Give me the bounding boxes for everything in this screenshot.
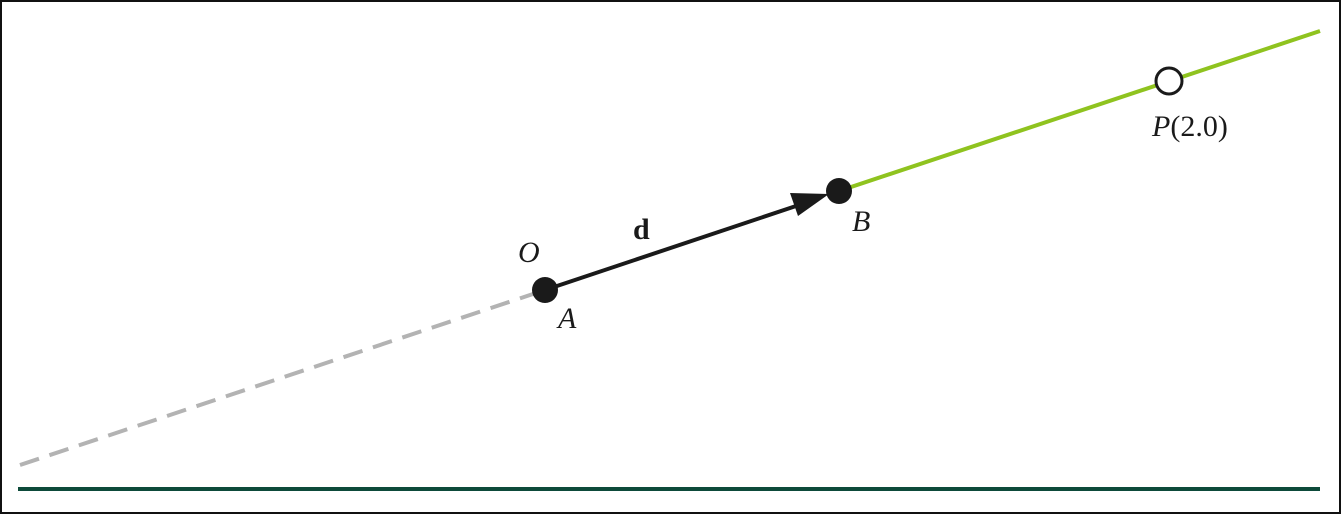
forward-ray [838, 29, 1321, 193]
label-point-p-name: P [1151, 110, 1170, 143]
point-b [826, 178, 852, 204]
backward-ray [19, 288, 546, 467]
label-point-p: P(2.0) [1151, 110, 1228, 143]
label-point-b: B [852, 205, 870, 238]
arrowhead-icon [790, 193, 829, 216]
label-point-p-param: (2.0) [1170, 110, 1227, 143]
point-a [532, 277, 558, 303]
label-point-a: A [556, 302, 577, 335]
label-origin: O [518, 236, 540, 269]
point-p [1154, 66, 1184, 96]
label-direction-vector: d [633, 213, 650, 246]
direction-vector [544, 201, 806, 292]
